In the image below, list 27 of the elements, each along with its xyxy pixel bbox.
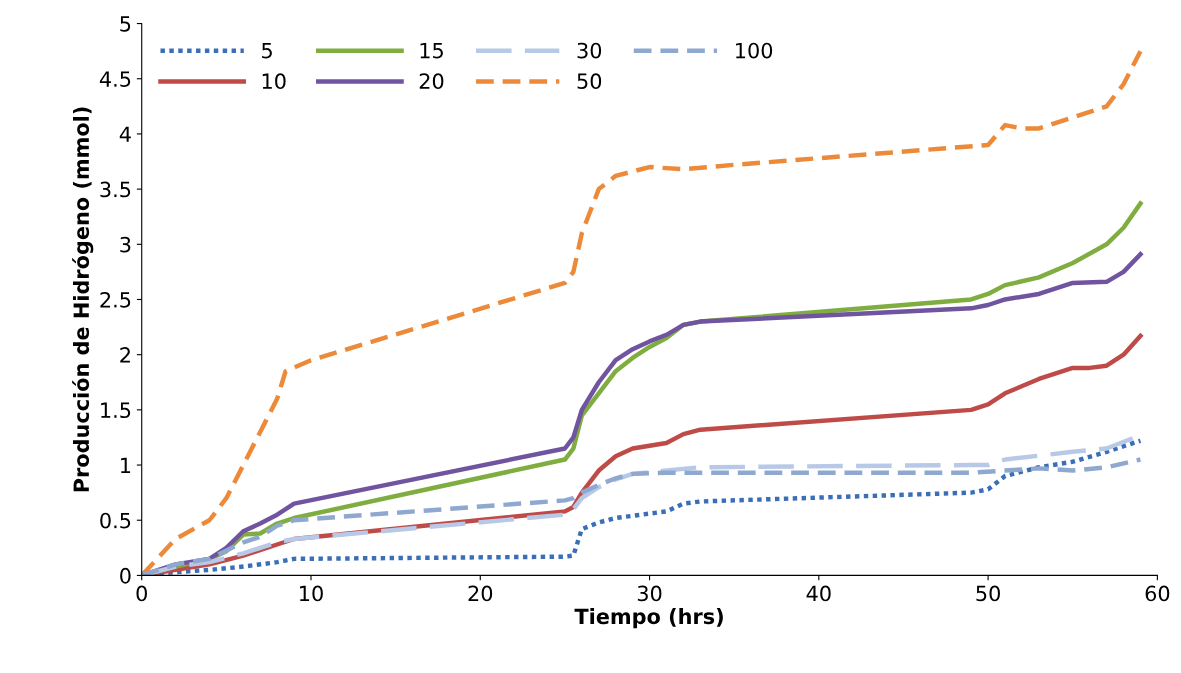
y-tick-label: 0.5 xyxy=(100,512,131,529)
x-tick-label: 0 xyxy=(136,585,147,602)
x-tick-label: 20 xyxy=(468,585,493,602)
x-tick-label: 30 xyxy=(637,585,662,602)
y-axis-title: Producción de Hidrógeno (mmol) xyxy=(72,107,94,492)
y-tick-label: 1 xyxy=(121,457,131,473)
x-tick-label: 40 xyxy=(806,585,831,602)
y-tick-label: 2.5 xyxy=(100,291,131,308)
y-tick-label: 4 xyxy=(119,126,131,142)
x-tick-label: 50 xyxy=(976,585,1000,602)
legend-label: 10 xyxy=(262,73,286,90)
legend-label: 20 xyxy=(419,73,444,90)
y-tick-label: 0 xyxy=(120,567,131,584)
x-tick-label: 10 xyxy=(300,585,323,602)
y-tick-label: 3 xyxy=(120,236,131,253)
legend-label: 15 xyxy=(420,42,443,59)
legend-label: 50 xyxy=(577,73,602,90)
x-axis-title: Tiempo (hrs) xyxy=(574,608,723,629)
y-tick-label: 1.5 xyxy=(101,402,131,419)
y-tick-label: 3.5 xyxy=(100,181,131,198)
legend-label: 30 xyxy=(577,42,602,59)
y-tick-label: 5 xyxy=(120,16,131,32)
legend-label: 100 xyxy=(736,42,773,59)
y-tick-label: 2 xyxy=(120,347,130,363)
y-tick-label: 4.5 xyxy=(99,71,131,87)
legend-label: 5 xyxy=(262,42,272,59)
x-tick-label: 60 xyxy=(1145,585,1170,602)
